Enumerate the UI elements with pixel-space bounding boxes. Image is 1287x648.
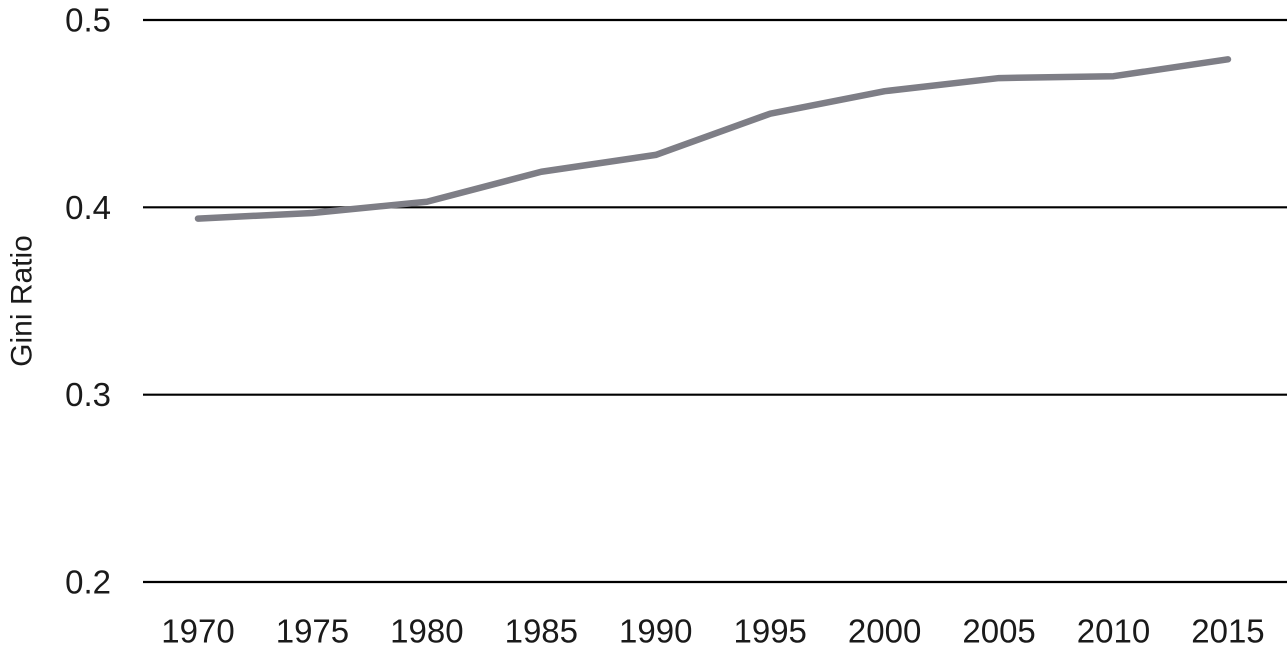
x-tick-label: 2000 [848, 613, 921, 648]
y-tick-label: 0.2 [65, 564, 111, 601]
x-tick-label: 1995 [733, 613, 806, 648]
x-tick-label: 2015 [1191, 613, 1264, 648]
y-axis-title: Gini Ratio [6, 235, 39, 367]
x-tick-label: 2010 [1077, 613, 1150, 648]
x-tick-label: 2005 [962, 613, 1035, 648]
x-tick-label: 1990 [619, 613, 692, 648]
x-tick-label: 1985 [505, 613, 578, 648]
y-tick-label: 0.5 [65, 2, 111, 39]
x-tick-label: 1970 [161, 613, 234, 648]
y-tick-label: 0.4 [65, 189, 111, 226]
y-tick-label: 0.3 [65, 376, 111, 413]
x-tick-label: 1975 [276, 613, 349, 648]
x-tick-label: 1980 [390, 613, 463, 648]
gini-ratio-series-line [194, 56, 1232, 222]
